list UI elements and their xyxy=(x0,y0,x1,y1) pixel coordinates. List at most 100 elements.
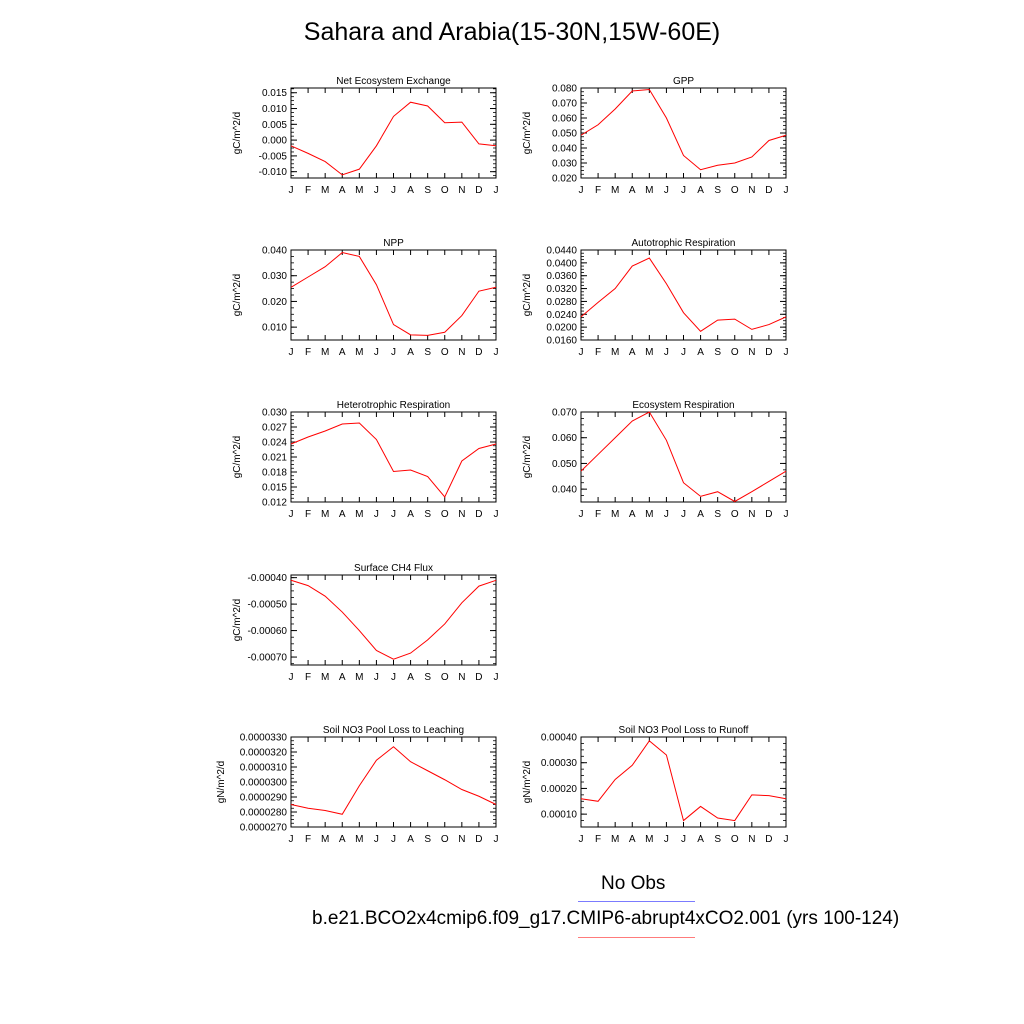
y-axis-label: gC/m^2/d xyxy=(232,112,243,155)
y-tick-label: 0.010 xyxy=(262,104,287,115)
x-tick-label: J xyxy=(374,347,379,358)
y-tick-label: 0.0240 xyxy=(546,310,577,321)
x-tick-label: N xyxy=(748,185,755,196)
x-tick-label: J xyxy=(289,185,294,196)
x-tick-label: M xyxy=(355,834,363,845)
x-tick-label: S xyxy=(424,347,431,358)
x-tick-label: S xyxy=(424,834,431,845)
x-tick-label: A xyxy=(407,672,414,683)
x-tick-label: J xyxy=(579,347,584,358)
x-tick-label: D xyxy=(765,185,772,196)
y-tick-label: 0.040 xyxy=(552,144,577,155)
x-tick-label: M xyxy=(611,509,619,520)
x-tick-label: M xyxy=(321,185,329,196)
x-tick-label: J xyxy=(681,509,686,520)
x-tick-label: J xyxy=(391,347,396,358)
panel-title: NPP xyxy=(383,238,404,249)
y-tick-label: 0.00020 xyxy=(541,784,578,795)
x-tick-label: O xyxy=(441,509,449,520)
x-tick-label: J xyxy=(494,509,499,520)
x-tick-label: J xyxy=(579,509,584,520)
x-tick-label: A xyxy=(697,185,704,196)
y-axis-label: gN/m^2/d xyxy=(522,761,533,804)
x-tick-label: J xyxy=(494,185,499,196)
y-tick-label: 0.015 xyxy=(262,88,287,99)
y-tick-label: 0.040 xyxy=(262,246,287,257)
y-tick-label: -0.00040 xyxy=(248,573,288,584)
y-tick-label: 0.0320 xyxy=(546,284,577,295)
y-tick-label: 0.021 xyxy=(262,453,287,464)
series-line-0 xyxy=(290,746,497,815)
x-tick-label: N xyxy=(748,509,755,520)
panel-title: GPP xyxy=(673,76,694,87)
y-tick-label: 0.070 xyxy=(552,99,577,110)
y-tick-label: -0.00060 xyxy=(248,626,288,637)
x-tick-label: O xyxy=(731,347,739,358)
x-tick-label: D xyxy=(475,672,482,683)
x-tick-label: J xyxy=(784,834,789,845)
x-tick-label: D xyxy=(765,834,772,845)
x-tick-label: S xyxy=(714,347,721,358)
y-tick-label: 0.0000330 xyxy=(240,733,288,744)
x-tick-label: M xyxy=(321,509,329,520)
y-tick-label: 0.060 xyxy=(552,114,577,125)
x-tick-label: J xyxy=(289,509,294,520)
x-tick-label: M xyxy=(645,509,653,520)
x-tick-label: N xyxy=(748,834,755,845)
x-tick-label: S xyxy=(714,509,721,520)
panel-title: Surface CH4 Flux xyxy=(354,563,433,574)
y-tick-label: 0.0000310 xyxy=(240,763,288,774)
y-tick-label: 0.000 xyxy=(262,136,287,147)
x-tick-label: A xyxy=(339,347,346,358)
x-tick-label: F xyxy=(595,185,601,196)
y-tick-label: 0.0000320 xyxy=(240,748,288,759)
x-tick-label: J xyxy=(494,347,499,358)
x-tick-label: N xyxy=(458,672,465,683)
panel-frame xyxy=(580,249,787,341)
x-tick-label: O xyxy=(441,185,449,196)
x-tick-label: O xyxy=(441,347,449,358)
panel-frame xyxy=(290,411,497,503)
x-tick-label: J xyxy=(681,185,686,196)
y-axis-label: gC/m^2/d xyxy=(232,599,243,642)
legend-case-line xyxy=(578,937,695,938)
x-tick-label: S xyxy=(424,509,431,520)
panel-frame xyxy=(580,87,787,179)
x-tick-label: M xyxy=(611,185,619,196)
x-tick-label: O xyxy=(441,672,449,683)
y-tick-label: 0.050 xyxy=(552,459,577,470)
x-tick-label: A xyxy=(629,347,636,358)
x-tick-label: J xyxy=(784,185,789,196)
x-tick-label: A xyxy=(629,509,636,520)
y-axis-label: gC/m^2/d xyxy=(522,274,533,317)
series-line-0 xyxy=(290,101,497,176)
x-tick-label: J xyxy=(391,672,396,683)
x-tick-label: M xyxy=(645,834,653,845)
y-tick-label: 0.0000280 xyxy=(240,808,288,819)
x-tick-label: N xyxy=(458,509,465,520)
y-tick-label: 0.080 xyxy=(552,84,577,95)
x-tick-label: O xyxy=(731,185,739,196)
panel-title: Autotrophic Respiration xyxy=(632,238,736,249)
y-tick-label: -0.010 xyxy=(259,167,288,178)
y-tick-label: -0.00050 xyxy=(248,600,288,611)
x-tick-label: D xyxy=(475,185,482,196)
x-tick-label: S xyxy=(714,185,721,196)
panel-frame xyxy=(290,736,497,828)
y-axis-label: gC/m^2/d xyxy=(232,436,243,479)
x-tick-label: J xyxy=(784,509,789,520)
panel-frame xyxy=(290,249,497,341)
x-tick-label: J xyxy=(579,185,584,196)
x-tick-label: A xyxy=(407,185,414,196)
x-tick-label: J xyxy=(391,185,396,196)
x-tick-label: M xyxy=(611,834,619,845)
y-tick-label: 0.070 xyxy=(552,408,577,419)
panel-title: Heterotrophic Respiration xyxy=(337,400,450,411)
legend-obs-label: No Obs xyxy=(601,873,666,894)
x-tick-label: A xyxy=(339,834,346,845)
